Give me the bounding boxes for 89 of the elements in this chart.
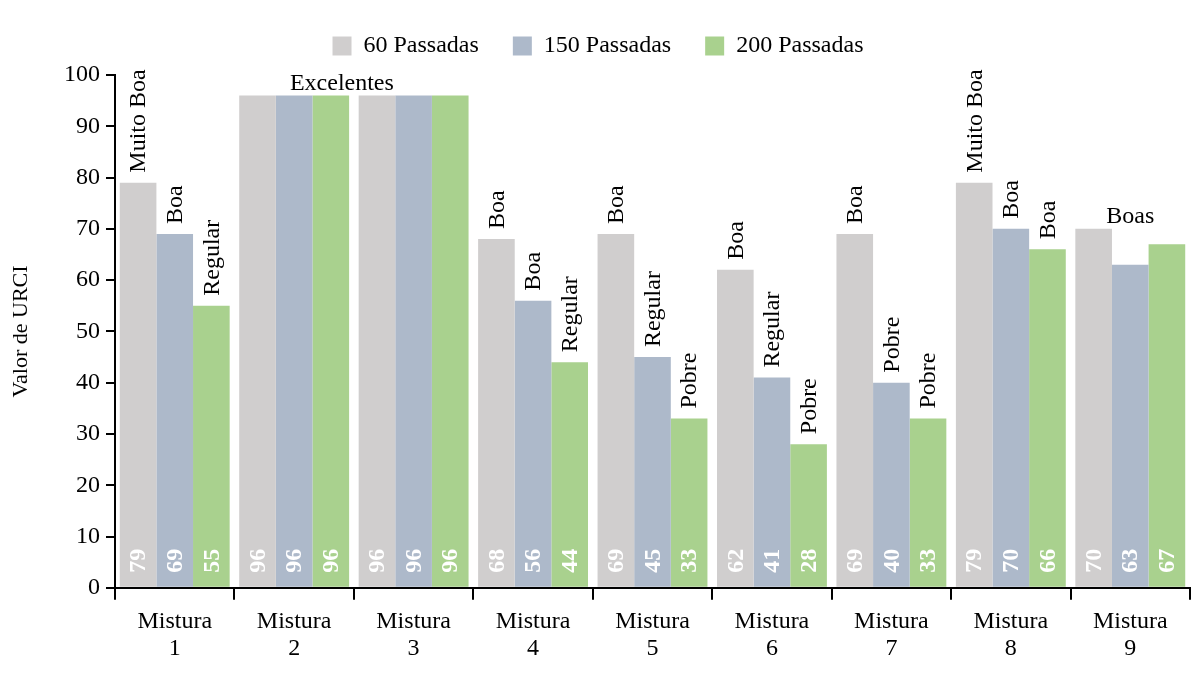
data-label: 96 — [280, 548, 307, 573]
bar — [634, 357, 671, 587]
data-label: 55 — [197, 548, 224, 573]
bar — [275, 95, 313, 587]
annotation: Regular — [555, 276, 582, 353]
annotation: Boa — [161, 184, 188, 224]
y-tick-label: 60 — [76, 265, 100, 292]
legend-label: 200 Passadas — [736, 31, 864, 58]
bar — [955, 182, 993, 587]
annotation: Regular — [197, 219, 224, 296]
x-tick-label: Mistura 6 — [734, 606, 810, 661]
data-label: 96 — [317, 548, 343, 573]
y-tick-label: 0 — [88, 573, 100, 600]
bar — [1148, 244, 1186, 587]
annotation: Pobre — [794, 378, 821, 435]
annotation: Boa — [721, 220, 748, 260]
data-label: 41 — [758, 548, 785, 573]
y-tick-label: 100 — [64, 60, 100, 87]
x-tick-label: Mistura 8 — [973, 606, 1049, 661]
y-tick-label: 40 — [76, 367, 100, 394]
bar — [239, 95, 276, 587]
annotation: Boa — [482, 190, 509, 230]
data-label: 69 — [160, 548, 187, 573]
data-label: 63 — [1116, 548, 1143, 573]
x-tick-label: Mistura 9 — [1092, 606, 1168, 661]
x-tick-label: Mistura 5 — [615, 606, 691, 661]
y-axis-title: Valor de URCI — [6, 265, 32, 398]
x-tick-label: Mistura 2 — [256, 606, 332, 661]
annotation: Boa — [997, 179, 1024, 219]
legend-label: 150 Passadas — [543, 31, 672, 58]
annotation: Muito Boa — [960, 69, 987, 173]
data-label: 67 — [1153, 548, 1180, 573]
annotation: Boa — [1033, 200, 1060, 240]
y-tick-label: 90 — [76, 111, 100, 138]
annotation: Pobre — [877, 316, 904, 373]
y-tick-label: 20 — [76, 470, 100, 497]
bar — [753, 377, 791, 587]
x-tick-label: Mistura 1 — [137, 606, 213, 661]
bar — [395, 95, 432, 587]
data-label: 28 — [794, 548, 821, 573]
data-label: 45 — [638, 548, 665, 573]
bar — [873, 382, 910, 587]
y-tick-label: 80 — [76, 162, 100, 189]
data-label: 33 — [675, 548, 702, 573]
bar — [478, 239, 515, 587]
bar — [992, 228, 1030, 587]
bar — [193, 305, 230, 587]
bar — [1029, 249, 1066, 587]
annotation: Boa — [602, 184, 629, 224]
bar — [717, 269, 754, 587]
y-tick-label: 10 — [76, 521, 100, 548]
data-label: 70 — [997, 548, 1024, 573]
bar — [1075, 228, 1112, 587]
bar — [909, 418, 947, 587]
annotation: Excelentes — [289, 68, 394, 95]
bar — [156, 233, 194, 587]
annotation: Boa — [841, 184, 868, 224]
bar — [358, 95, 396, 587]
y-tick-label: 70 — [76, 214, 100, 241]
data-label: 33 — [914, 548, 941, 573]
x-tick-label: Mistura 7 — [854, 606, 930, 661]
annotation: Regular — [638, 271, 665, 348]
bar — [670, 418, 708, 587]
bar — [597, 233, 635, 587]
bar — [431, 95, 469, 587]
bar — [551, 362, 588, 587]
data-label: 40 — [877, 548, 904, 573]
bar — [1111, 264, 1149, 587]
data-label: 44 — [555, 548, 582, 573]
bar — [790, 444, 827, 587]
legend-label: 60 Passadas — [363, 31, 479, 58]
data-label: 96 — [436, 548, 463, 573]
data-label: 66 — [1033, 548, 1060, 573]
data-label: 96 — [399, 548, 426, 573]
bar — [312, 95, 350, 587]
y-tick-label: 30 — [76, 419, 100, 446]
annotation: Boa — [519, 251, 546, 291]
bar — [514, 300, 552, 587]
annotation: Muito Boa — [124, 69, 151, 173]
annotation: Pobre — [675, 352, 702, 409]
data-label: 56 — [519, 548, 546, 573]
annotation: Pobre — [914, 352, 941, 409]
y-tick-label: 50 — [76, 316, 100, 343]
x-tick-label: Mistura 4 — [495, 606, 571, 661]
bar — [836, 233, 874, 587]
annotation: Regular — [758, 291, 785, 368]
x-tick-label: Mistura 3 — [376, 606, 452, 661]
annotation: Boas — [1106, 201, 1155, 228]
bar — [119, 182, 157, 587]
